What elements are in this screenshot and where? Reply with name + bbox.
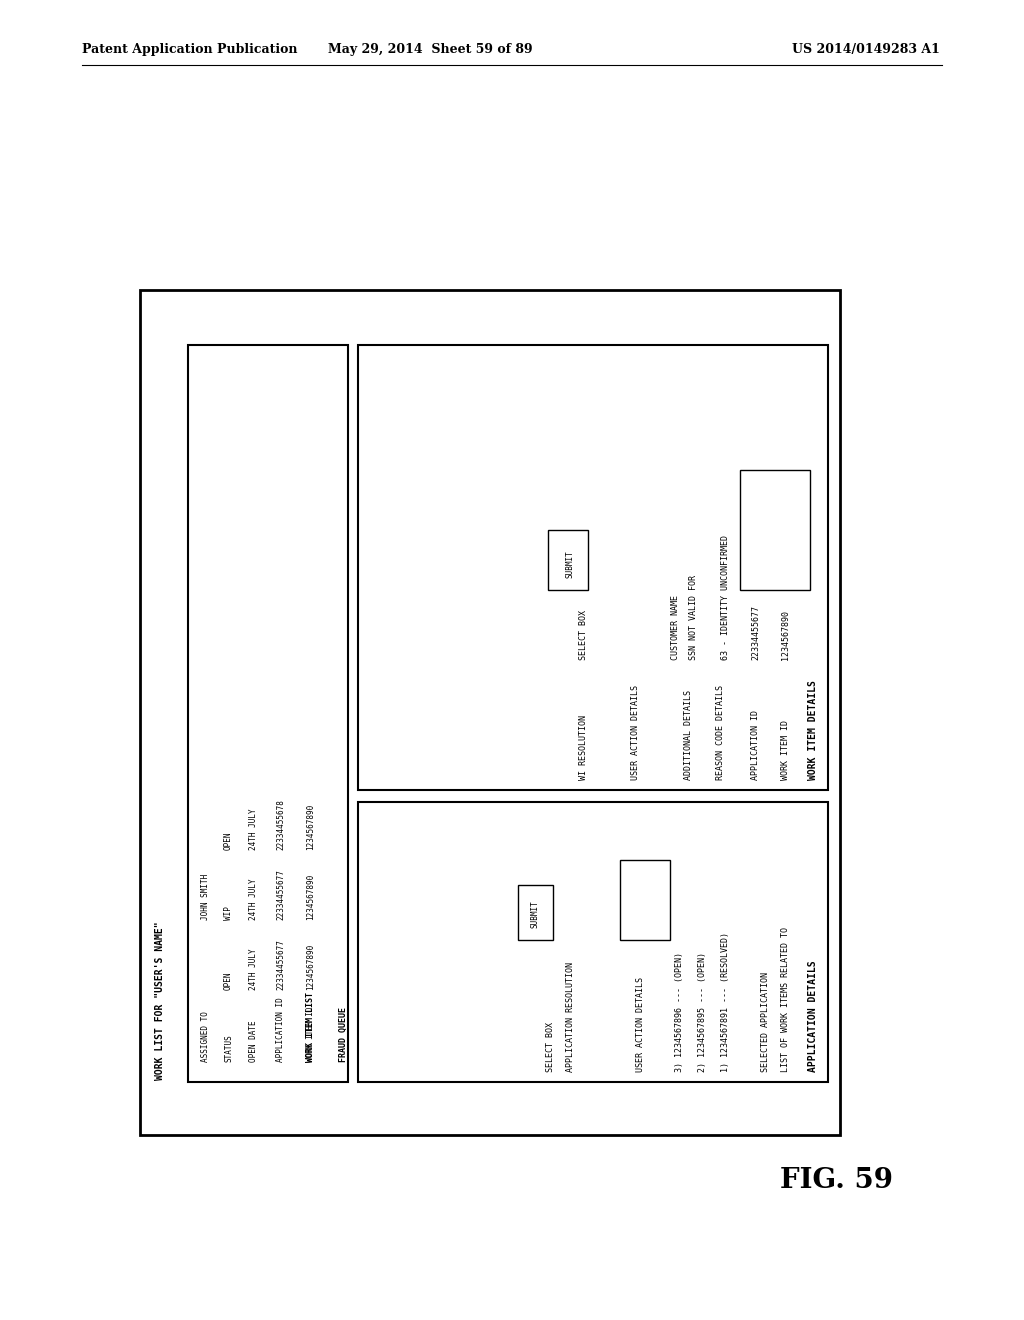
Text: APPLICATION ID: APPLICATION ID	[276, 997, 285, 1063]
Text: SELECT BOX: SELECT BOX	[546, 1022, 555, 1072]
Text: WORK ITEM ID: WORK ITEM ID	[306, 1006, 315, 1063]
Text: WI RESOLUTION: WI RESOLUTION	[579, 715, 588, 780]
Text: FRAUD QUEUE: FRAUD QUEUE	[339, 1007, 348, 1063]
Text: ASSIGNED TO: ASSIGNED TO	[201, 1011, 210, 1063]
Text: APPLICATION RESOLUTION: APPLICATION RESOLUTION	[566, 962, 575, 1072]
Text: REASON CODE DETAILS: REASON CODE DETAILS	[716, 685, 725, 780]
Text: STATUS: STATUS	[224, 1035, 233, 1063]
Text: APPLICATION ID: APPLICATION ID	[751, 710, 760, 780]
Text: 1234567890: 1234567890	[781, 610, 790, 660]
Text: USER ACTION DETAILS: USER ACTION DETAILS	[631, 685, 640, 780]
Text: 22334455677: 22334455677	[276, 869, 285, 920]
Text: OPEN: OPEN	[224, 972, 233, 990]
Text: 3) 1234567896 --- (OPEN): 3) 1234567896 --- (OPEN)	[675, 952, 684, 1072]
Text: 24TH JULY: 24TH JULY	[249, 808, 258, 850]
Text: JOHN SMITH: JOHN SMITH	[201, 874, 210, 920]
Bar	[358, 345, 828, 789]
Bar	[140, 290, 840, 1135]
Text: WIP: WIP	[224, 906, 233, 920]
Text: SUBMIT: SUBMIT	[530, 900, 540, 928]
Text: 1) 1234567891 --- (RESOLVED): 1) 1234567891 --- (RESOLVED)	[721, 932, 730, 1072]
Text: WORK LIST FOR "USER'S NAME": WORK LIST FOR "USER'S NAME"	[155, 921, 165, 1080]
Text: 1234567890: 1234567890	[306, 804, 315, 850]
Text: 1234567890: 1234567890	[306, 874, 315, 920]
Text: Patent Application Publication: Patent Application Publication	[82, 44, 298, 57]
Text: 24TH JULY: 24TH JULY	[249, 878, 258, 920]
Text: 24TH JULY: 24TH JULY	[249, 948, 258, 990]
Text: ADDITIONAL DETAILS: ADDITIONAL DETAILS	[684, 690, 693, 780]
Text: 22334455677: 22334455677	[276, 939, 285, 990]
Text: FIG. 59: FIG. 59	[780, 1167, 893, 1193]
Bar	[620, 861, 670, 940]
Text: APPLICATION DETAILS: APPLICATION DETAILS	[808, 961, 818, 1072]
Bar	[358, 803, 828, 1082]
Text: 22334455677: 22334455677	[751, 605, 760, 660]
Text: WORK ITEM DETAILS: WORK ITEM DETAILS	[808, 680, 818, 780]
Text: SSN NOT VALID FOR: SSN NOT VALID FOR	[689, 576, 698, 660]
Text: LIST OF WORK ITEMS RELATED TO: LIST OF WORK ITEMS RELATED TO	[781, 927, 790, 1072]
Text: 22334455678: 22334455678	[276, 799, 285, 850]
Text: SUBMIT: SUBMIT	[565, 550, 574, 578]
Text: 63 - IDENTITY UNCONFIRMED: 63 - IDENTITY UNCONFIRMED	[721, 535, 730, 660]
Bar	[188, 345, 348, 1082]
Bar	[548, 531, 588, 590]
Bar	[740, 470, 810, 590]
Bar	[518, 884, 553, 940]
Text: May 29, 2014  Sheet 59 of 89: May 29, 2014 Sheet 59 of 89	[328, 44, 532, 57]
Text: 2) 1234567895 --- (OPEN): 2) 1234567895 --- (OPEN)	[698, 952, 707, 1072]
Text: SELECT BOX: SELECT BOX	[579, 610, 588, 660]
Text: US 2014/0149283 A1: US 2014/0149283 A1	[793, 44, 940, 57]
Text: WORK ITEM ID: WORK ITEM ID	[781, 719, 790, 780]
Text: OPEN: OPEN	[224, 832, 233, 850]
Text: CUSTOMER NAME: CUSTOMER NAME	[671, 595, 680, 660]
Text: USER ACTION DETAILS: USER ACTION DETAILS	[636, 977, 645, 1072]
Text: WORK ITEM LIST: WORK ITEM LIST	[306, 993, 315, 1063]
Text: SELECTED APPLICATION: SELECTED APPLICATION	[761, 972, 770, 1072]
Text: 1234567890: 1234567890	[306, 944, 315, 990]
Text: OPEN DATE: OPEN DATE	[249, 1020, 258, 1063]
